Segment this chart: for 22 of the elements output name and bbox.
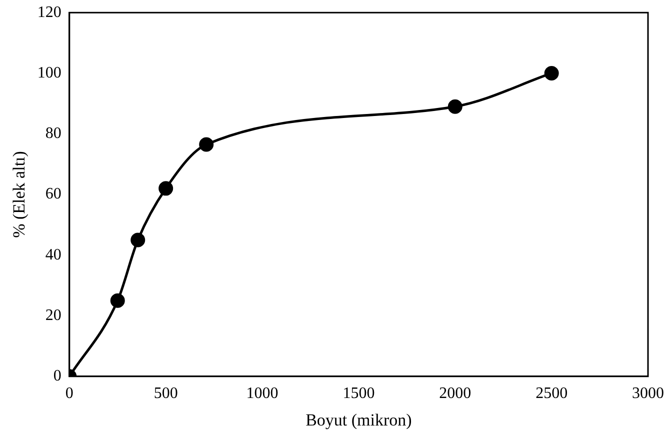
- x-tick-label: 1500: [342, 385, 375, 402]
- point: [130, 232, 146, 248]
- y-tick-label: 120: [37, 4, 62, 21]
- x-tick-label: 500: [154, 385, 178, 402]
- y-tick-label: 60: [45, 186, 62, 203]
- point: [199, 137, 214, 152]
- y-tick-label: 0: [53, 368, 62, 385]
- point: [544, 66, 559, 80]
- x-axis-title: Boyut (mikron): [306, 410, 412, 430]
- x-tick-label: 2000: [439, 385, 472, 402]
- y-tick-label: 100: [37, 64, 62, 82]
- x-tick-label: 1000: [246, 385, 278, 402]
- x-tick-label: 3000: [632, 385, 664, 402]
- x-tick-label: 2500: [536, 385, 568, 402]
- point: [110, 293, 125, 308]
- y-axis-title: % (Elek altı): [10, 151, 29, 238]
- point: [448, 99, 462, 114]
- y-tick-label: 40: [45, 246, 62, 264]
- y-tick-label: 20: [45, 306, 62, 324]
- y-tick-label: 80: [45, 125, 62, 142]
- point: [158, 181, 174, 196]
- x-tick-label: 0: [65, 385, 74, 402]
